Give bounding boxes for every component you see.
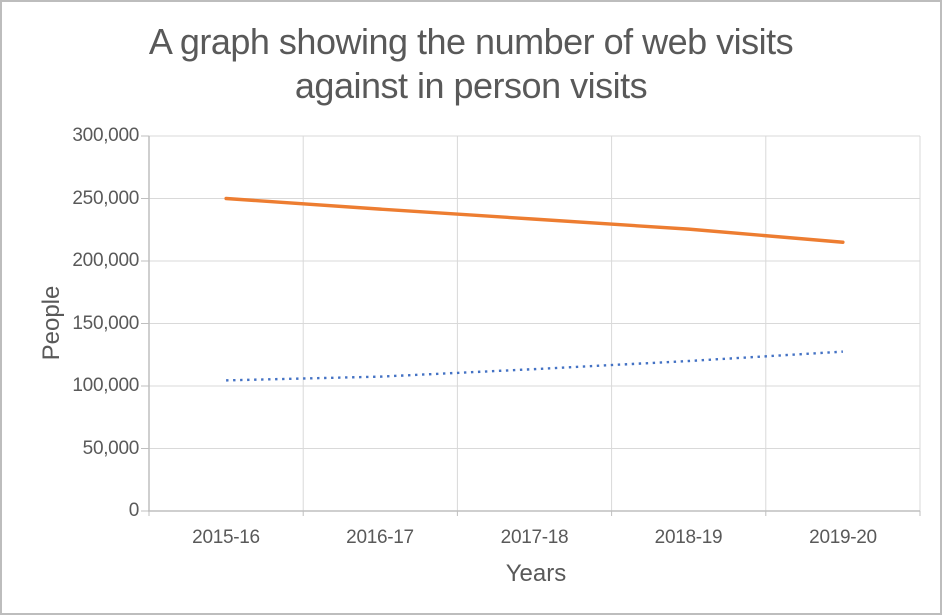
y-tick-label-250000: 250,000 [72, 187, 139, 209]
y-tick-label-200000: 200,000 [72, 250, 139, 271]
x-tick-label-2016-17: 2016-17 [346, 527, 414, 548]
x-tick-label-2017-18: 2017-18 [500, 527, 569, 548]
chart-title-line2: against in person visits [294, 65, 648, 106]
x-tick-label-2019-20: 2019-20 [809, 527, 877, 548]
x-tick-label-2015-16: 2015-16 [192, 527, 260, 548]
chart-title-line1: A graph showing the number of web visits [148, 21, 794, 62]
y-tick-label-300000: 300,000 [72, 125, 139, 146]
y-tick-label-100000: 100,000 [72, 375, 139, 396]
chart-title: A graph showing the number of web visits… [2, 20, 940, 108]
y-tick-label-50000: 50,000 [82, 437, 140, 459]
x-tick-label-2018-19: 2018-19 [654, 527, 723, 548]
y-tick-label-0: 0 [128, 500, 140, 521]
x-axis-title: Years [505, 560, 567, 587]
series-line-orange-solid-line [224, 196, 845, 244]
y-axis-title: People [38, 285, 65, 361]
y-tick-label-150000: 150,000 [72, 312, 139, 334]
series-line-blue-dotted-line [226, 350, 843, 382]
